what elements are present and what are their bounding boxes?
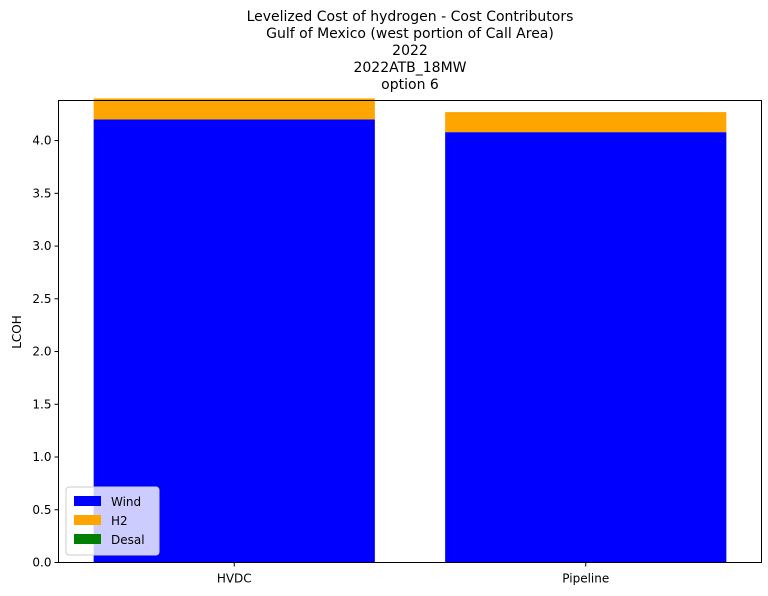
chart-title: Levelized Cost of hydrogen - Cost Contri…	[247, 9, 574, 93]
x-tick-label: Pipeline	[562, 572, 609, 586]
title-line-3: 2022	[392, 43, 428, 59]
y-tick-label: 3.0	[32, 239, 51, 253]
y-tick-label: 4.0	[32, 134, 51, 148]
legend-swatch-desal	[74, 534, 101, 544]
legend-label-desal: Desal	[111, 533, 145, 547]
y-tick-label: 3.5	[32, 186, 51, 200]
y-axis-label: LCOH	[10, 315, 24, 349]
bar-group	[93, 98, 727, 563]
legend-label-h2: H2	[111, 514, 128, 528]
title-line-5: option 6	[381, 77, 439, 93]
title-line-2: Gulf of Mexico (west portion of Call Are…	[266, 26, 554, 42]
legend: Wind H2 Desal	[65, 486, 160, 556]
y-tick-label: 1.5	[32, 397, 51, 411]
y-tick-label: 2.0	[32, 345, 51, 359]
title-line-4: 2022ATB_18MW	[353, 60, 466, 76]
bar-hvdc-h2	[93, 98, 375, 120]
y-tick-label: 2.5	[32, 292, 51, 306]
bar-pipeline-wind	[445, 132, 727, 563]
plot-frame	[58, 100, 762, 563]
x-tick-label: HVDC	[217, 572, 252, 586]
x-axis: HVDC Pipeline	[217, 562, 609, 586]
bar-pipeline-h2	[445, 112, 727, 133]
y-axis: 0.0 0.5 1.0 1.5 2.0 2.5 3.0 3.5 4.0	[32, 134, 59, 570]
legend-label-wind: Wind	[111, 495, 141, 509]
legend-swatch-h2	[74, 515, 101, 525]
y-tick-label: 1.0	[32, 450, 51, 464]
title-line-1: Levelized Cost of hydrogen - Cost Contri…	[247, 9, 574, 25]
y-tick-label: 0.0	[32, 556, 51, 570]
y-tick-label: 0.5	[32, 503, 51, 517]
legend-swatch-wind	[74, 496, 101, 506]
